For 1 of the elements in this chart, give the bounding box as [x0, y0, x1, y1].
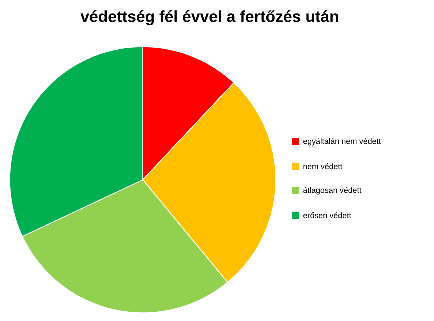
chart-title: védettség fél évvel a fertőzés után — [80, 10, 338, 26]
